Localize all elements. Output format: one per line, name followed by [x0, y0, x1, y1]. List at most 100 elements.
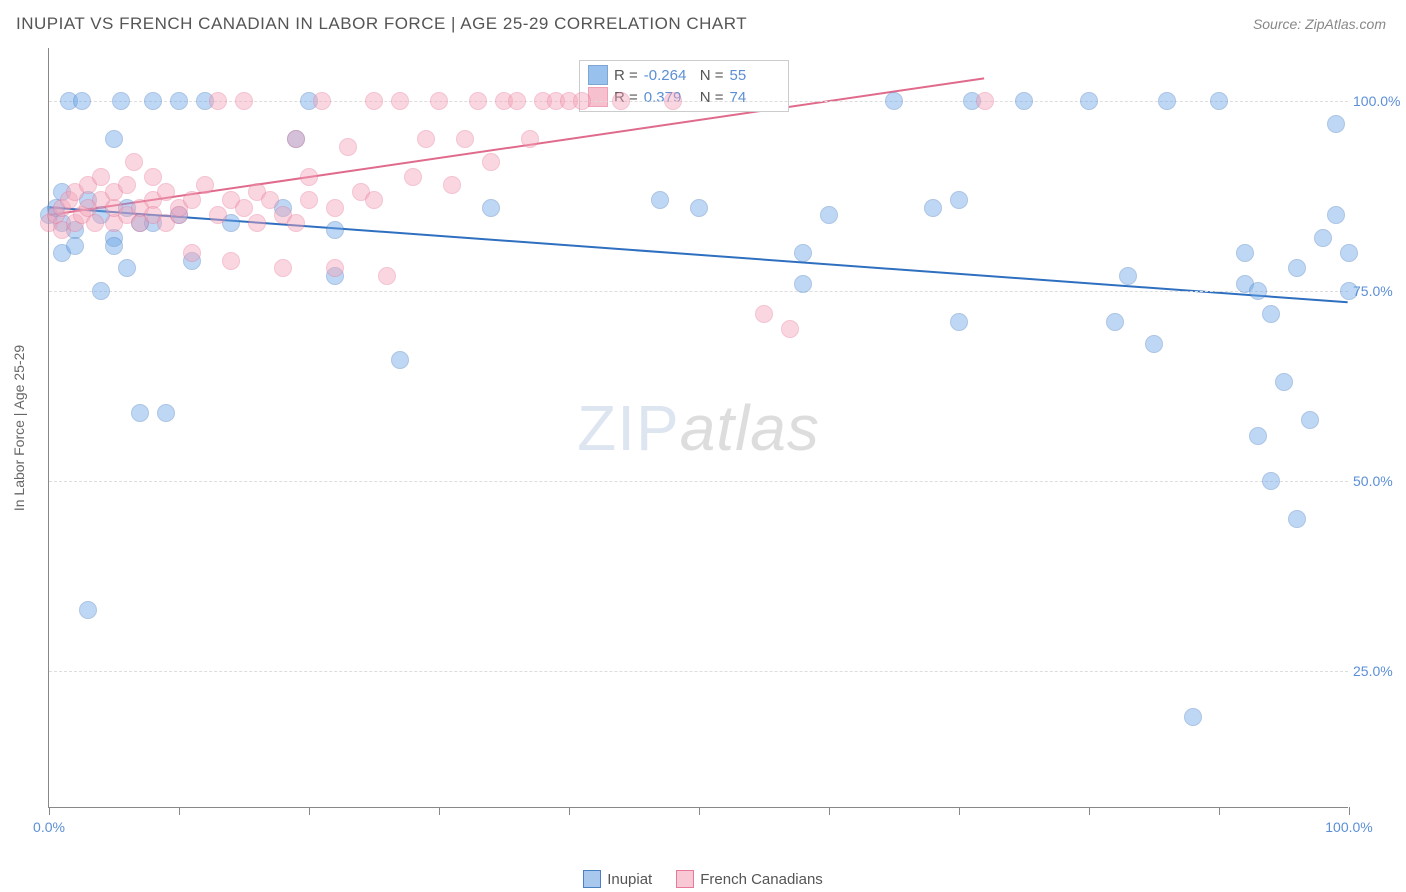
scatter-point	[469, 92, 487, 110]
scatter-point	[1210, 92, 1228, 110]
scatter-point	[326, 259, 344, 277]
r-value: -0.264	[644, 67, 694, 84]
x-tick	[1089, 807, 1090, 815]
chart-header: INUPIAT VS FRENCH CANADIAN IN LABOR FORC…	[0, 0, 1406, 48]
scatter-point	[1262, 305, 1280, 323]
legend-label: French Canadians	[700, 871, 823, 888]
scatter-point	[144, 168, 162, 186]
scatter-point	[339, 138, 357, 156]
scatter-point	[222, 252, 240, 270]
scatter-point	[1327, 206, 1345, 224]
x-tick	[1219, 807, 1220, 815]
scatter-point	[209, 92, 227, 110]
scatter-point	[820, 206, 838, 224]
scatter-point	[950, 191, 968, 209]
legend-swatch	[588, 87, 608, 107]
scatter-point	[300, 191, 318, 209]
legend-swatch	[588, 65, 608, 85]
scatter-point	[86, 214, 104, 232]
scatter-point	[183, 191, 201, 209]
scatter-point	[612, 92, 630, 110]
scatter-point	[235, 92, 253, 110]
scatter-point	[209, 206, 227, 224]
scatter-point	[1106, 313, 1124, 331]
scatter-point	[92, 282, 110, 300]
scatter-point	[105, 130, 123, 148]
scatter-point	[1249, 282, 1267, 300]
scatter-point	[794, 244, 812, 262]
n-label: N =	[700, 89, 724, 106]
scatter-point	[482, 153, 500, 171]
scatter-point	[1288, 510, 1306, 528]
scatter-point	[365, 191, 383, 209]
plot-area: In Labor Force | Age 25-29 ZIPatlas R = …	[48, 48, 1348, 808]
x-tick	[309, 807, 310, 815]
scatter-point	[1314, 229, 1332, 247]
scatter-point	[573, 92, 591, 110]
scatter-point	[313, 92, 331, 110]
scatter-point	[1249, 427, 1267, 445]
scatter-point	[1340, 244, 1358, 262]
scatter-point	[924, 199, 942, 217]
scatter-point	[73, 92, 91, 110]
y-tick-label: 25.0%	[1353, 663, 1406, 679]
scatter-point	[79, 601, 97, 619]
scatter-point	[1327, 115, 1345, 133]
scatter-point	[1158, 92, 1176, 110]
scatter-point	[125, 153, 143, 171]
scatter-point	[261, 191, 279, 209]
x-tick	[179, 807, 180, 815]
x-tick-label: 0.0%	[33, 819, 65, 835]
scatter-point	[365, 92, 383, 110]
scatter-point	[404, 168, 422, 186]
y-tick-label: 75.0%	[1353, 283, 1406, 299]
scatter-point	[118, 176, 136, 194]
scatter-point	[1015, 92, 1033, 110]
legend-item: French Canadians	[676, 870, 823, 888]
scatter-point	[794, 275, 812, 293]
trend-line	[49, 207, 1347, 302]
scatter-point	[287, 214, 305, 232]
scatter-point	[287, 130, 305, 148]
gridline	[49, 291, 1348, 292]
y-tick-label: 50.0%	[1353, 473, 1406, 489]
x-tick	[699, 807, 700, 815]
stats-row: R = -0.264 N = 55	[588, 65, 780, 85]
n-label: N =	[700, 67, 724, 84]
scatter-point	[1301, 411, 1319, 429]
scatter-point	[170, 92, 188, 110]
scatter-point	[378, 267, 396, 285]
stats-box: R = -0.264 N = 55 R = 0.379 N = 74	[579, 60, 789, 112]
scatter-point	[1145, 335, 1163, 353]
legend-swatch	[676, 870, 694, 888]
scatter-point	[183, 244, 201, 262]
x-tick	[959, 807, 960, 815]
scatter-point	[690, 199, 708, 217]
legend-label: Inupiat	[607, 871, 652, 888]
scatter-point	[1340, 282, 1358, 300]
scatter-point	[326, 221, 344, 239]
watermark: ZIPatlas	[577, 391, 820, 465]
chart-title: INUPIAT VS FRENCH CANADIAN IN LABOR FORC…	[16, 14, 747, 34]
scatter-point	[508, 92, 526, 110]
x-tick	[49, 807, 50, 815]
scatter-point	[1262, 472, 1280, 490]
scatter-point	[1080, 92, 1098, 110]
x-tick	[829, 807, 830, 815]
scatter-point	[1236, 244, 1254, 262]
n-value: 74	[730, 89, 780, 106]
y-tick-label: 100.0%	[1353, 93, 1406, 109]
x-tick	[1349, 807, 1350, 815]
scatter-point	[66, 237, 84, 255]
gridline	[49, 671, 1348, 672]
scatter-point	[131, 404, 149, 422]
scatter-point	[92, 168, 110, 186]
scatter-point	[144, 92, 162, 110]
scatter-point	[521, 130, 539, 148]
scatter-point	[118, 259, 136, 277]
scatter-point	[885, 92, 903, 110]
scatter-point	[664, 92, 682, 110]
x-tick	[439, 807, 440, 815]
scatter-point	[112, 92, 130, 110]
chart-container: INUPIAT VS FRENCH CANADIAN IN LABOR FORC…	[0, 0, 1406, 892]
